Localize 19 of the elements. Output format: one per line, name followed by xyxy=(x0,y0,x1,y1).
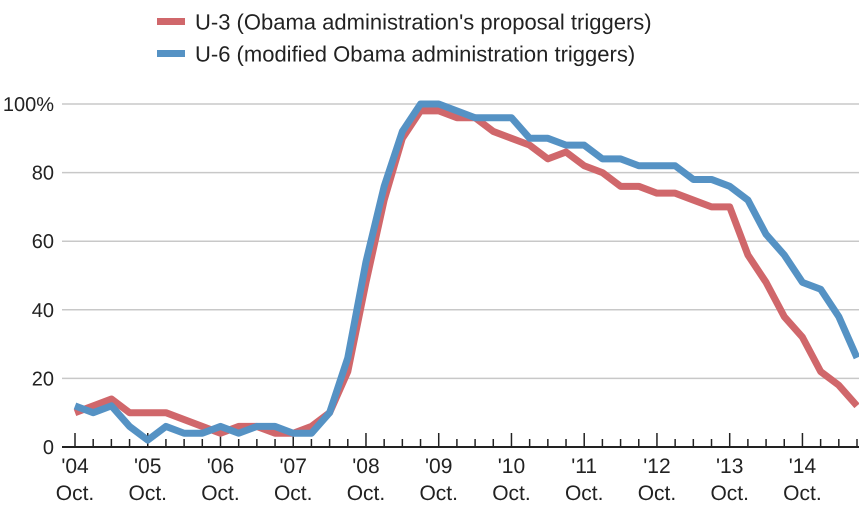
x-tick-label: '09 Oct. xyxy=(419,455,458,505)
x-tick-label: '08 Oct. xyxy=(346,455,386,505)
legend-label: U-3 (Obama administration's proposal triggers) xyxy=(195,10,652,35)
x-tick-label: '14 Oct. xyxy=(783,455,822,505)
x-tick-label: '05 Oct. xyxy=(128,455,167,505)
x-tick-label: '10 Oct. xyxy=(492,455,531,505)
y-tick-label: 0 xyxy=(42,437,54,459)
x-tick-label: '06 Oct. xyxy=(201,455,240,505)
y-tick-label: 20 xyxy=(32,368,54,390)
legend-label: U-6 (modified Obama administration triggers) xyxy=(195,42,636,67)
y-tick-label: 80 xyxy=(32,162,54,185)
x-tick-label: '07 Oct. xyxy=(274,455,312,505)
y-tick-label: 60 xyxy=(32,231,54,254)
x-tick-label: '12 Oct. xyxy=(638,455,676,505)
x-tick-label: '04 Oct. xyxy=(56,455,94,505)
y-tick-label: 40 xyxy=(32,300,54,322)
x-tick-label: '11 Oct. xyxy=(564,455,604,505)
y-tick-label: 100% xyxy=(2,94,54,116)
x-tick-label: '13 Oct. xyxy=(710,455,749,505)
